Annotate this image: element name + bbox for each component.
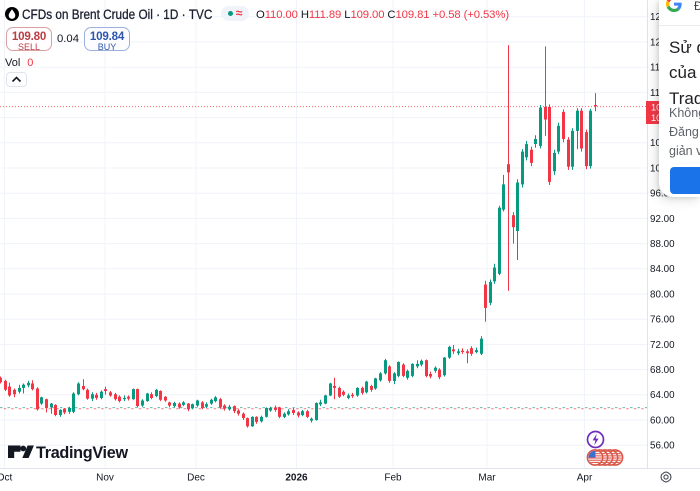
svg-text:76.00: 76.00 [650,315,675,326]
svg-text:Mar: Mar [478,473,496,484]
svg-text:Dec: Dec [187,473,205,484]
svg-text:2026: 2026 [285,473,308,484]
svg-text:72.00: 72.00 [650,340,675,351]
svg-text:84.00: 84.00 [650,264,675,275]
svg-text:60.00: 60.00 [650,415,675,426]
svg-text:TradingView: TradingView [36,444,128,462]
svg-text:Oct: Oct [0,473,12,484]
svg-text:Feb: Feb [384,473,402,484]
svg-text:Apr: Apr [577,473,593,484]
svg-text:68.00: 68.00 [650,365,675,376]
svg-text:96.00: 96.00 [650,189,675,200]
svg-text:64.00: 64.00 [650,390,675,401]
svg-text:56.00: 56.00 [650,441,675,452]
svg-text:80.00: 80.00 [650,289,675,300]
svg-text:92.00: 92.00 [650,214,675,225]
svg-text:Nov: Nov [96,473,114,484]
svg-text:88.00: 88.00 [650,239,675,250]
